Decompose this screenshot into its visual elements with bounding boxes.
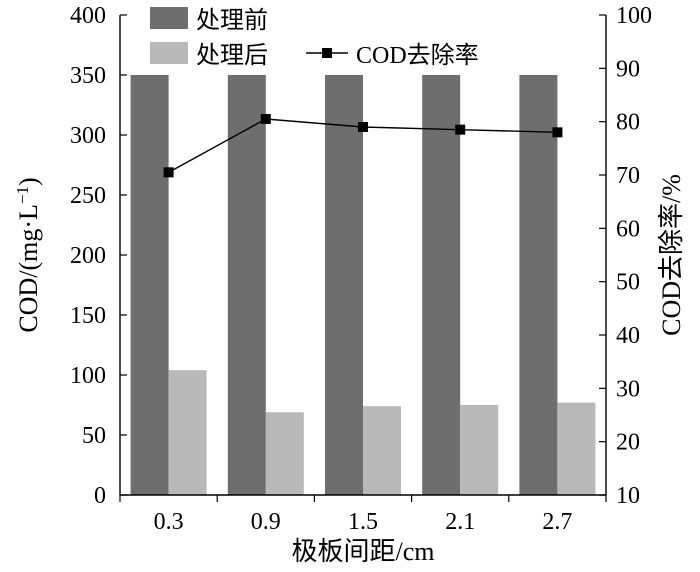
right-y-tick-label-9: 100	[616, 3, 652, 29]
right-y-tick-label-2: 30	[616, 376, 640, 402]
ticks-layer: 0 50 100 150 200 250 300 350 400 10 20 30 40 50 60 70 80…	[70, 3, 652, 535]
x-tick-label-3: 2.1	[445, 509, 475, 535]
removal-rate-point-2	[358, 122, 368, 132]
bar-after-2	[363, 406, 401, 495]
x-tick-label-1: 0.9	[251, 509, 281, 535]
bar-after-1	[265, 412, 304, 495]
left-y-tick-label-1: 50	[82, 423, 106, 449]
legend-swatch-before	[150, 7, 188, 29]
x-tick-label-4: 2.7	[542, 509, 572, 535]
left-y-tick-label-5: 250	[70, 183, 106, 209]
x-tick-label-2: 1.5	[348, 509, 378, 535]
left-y-tick-label-0: 0	[94, 483, 106, 509]
left-y-tick-label-6: 300	[70, 123, 106, 149]
bar-before-0	[130, 75, 169, 495]
bars-layer	[130, 75, 596, 495]
legend-label-after: 处理后	[196, 42, 268, 69]
left-y-tick-label-8: 400	[70, 3, 106, 29]
legend-label-removal: COD去除率	[356, 42, 479, 69]
left-y-tick-label-3: 150	[70, 303, 106, 329]
bar-before-2	[325, 75, 363, 495]
bar-after-0	[168, 370, 207, 495]
right-y-tick-label-7: 80	[616, 110, 640, 136]
bar-after-3	[460, 405, 499, 495]
x-axis-title: 极板间距/cm	[292, 537, 435, 566]
left-y-tick-label-2: 100	[70, 363, 106, 389]
right-y-tick-label-5: 60	[616, 216, 640, 242]
left-y-axis-title-close: )	[14, 177, 43, 186]
left-y-axis-title-sup: −1	[13, 186, 32, 204]
bar-before-3	[422, 75, 461, 495]
right-y-tick-label-6: 70	[616, 163, 640, 189]
removal-rate-point-4	[552, 127, 563, 138]
bar-before-1	[227, 75, 266, 495]
bar-before-4	[519, 75, 558, 495]
right-y-tick-label-4: 50	[616, 270, 640, 296]
right-y-tick-label-8: 90	[616, 56, 640, 82]
x-tick-label-0: 0.3	[154, 509, 184, 535]
line-layer	[163, 114, 563, 178]
left-y-axis-title-main: COD/(mg·L	[14, 204, 43, 333]
right-y-tick-label-1: 20	[616, 430, 640, 456]
legend-label-before: 处理前	[196, 7, 268, 34]
left-y-tick-label-4: 200	[70, 243, 106, 269]
right-y-tick-label-3: 40	[616, 323, 640, 349]
removal-rate-point-0	[163, 167, 174, 178]
left-y-axis-title: COD/(mg·L−1)	[13, 177, 44, 332]
removal-rate-point-3	[455, 124, 466, 135]
right-y-axis-title: COD去除率/%	[657, 174, 686, 336]
legend: 处理前 处理后 COD去除率	[150, 7, 479, 69]
left-y-tick-label-7: 350	[70, 63, 106, 89]
bar-after-4	[557, 402, 596, 495]
legend-marker-removal	[322, 48, 332, 58]
legend-swatch-after	[150, 42, 188, 64]
removal-rate-point-1	[260, 114, 271, 124]
right-y-tick-label-0: 10	[616, 483, 640, 509]
